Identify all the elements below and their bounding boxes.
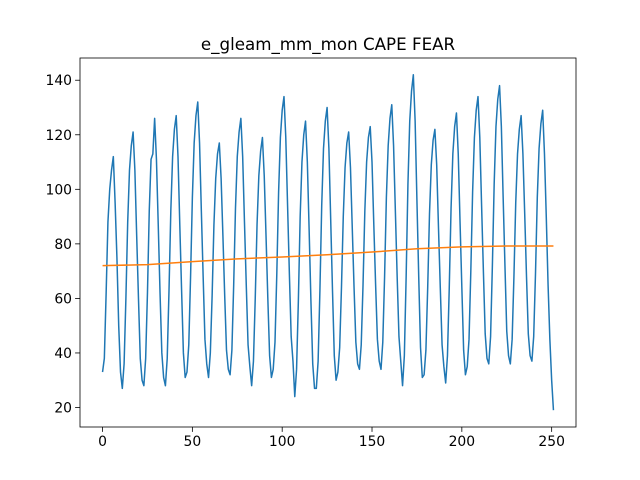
x-tick-label: 250 bbox=[538, 434, 565, 450]
chart-title: e_gleam_mm_mon CAPE FEAR bbox=[201, 34, 456, 55]
y-tick-label: 100 bbox=[45, 182, 72, 198]
y-tick-label: 20 bbox=[54, 401, 72, 417]
x-tick-label: 100 bbox=[269, 434, 296, 450]
y-tick-label: 80 bbox=[54, 237, 72, 253]
y-tick-label: 140 bbox=[45, 73, 72, 89]
x-tick-label: 50 bbox=[184, 434, 202, 450]
series-line bbox=[101, 74, 555, 411]
x-tick-label: 200 bbox=[449, 434, 476, 450]
x-tick-label: 150 bbox=[359, 434, 386, 450]
y-tick-label: 60 bbox=[54, 291, 72, 307]
plot-frame bbox=[79, 57, 577, 428]
x-tick-label: 0 bbox=[98, 434, 107, 450]
y-tick-label: 40 bbox=[54, 346, 72, 362]
y-tick-label: 120 bbox=[45, 128, 72, 144]
series-line bbox=[102, 245, 554, 267]
